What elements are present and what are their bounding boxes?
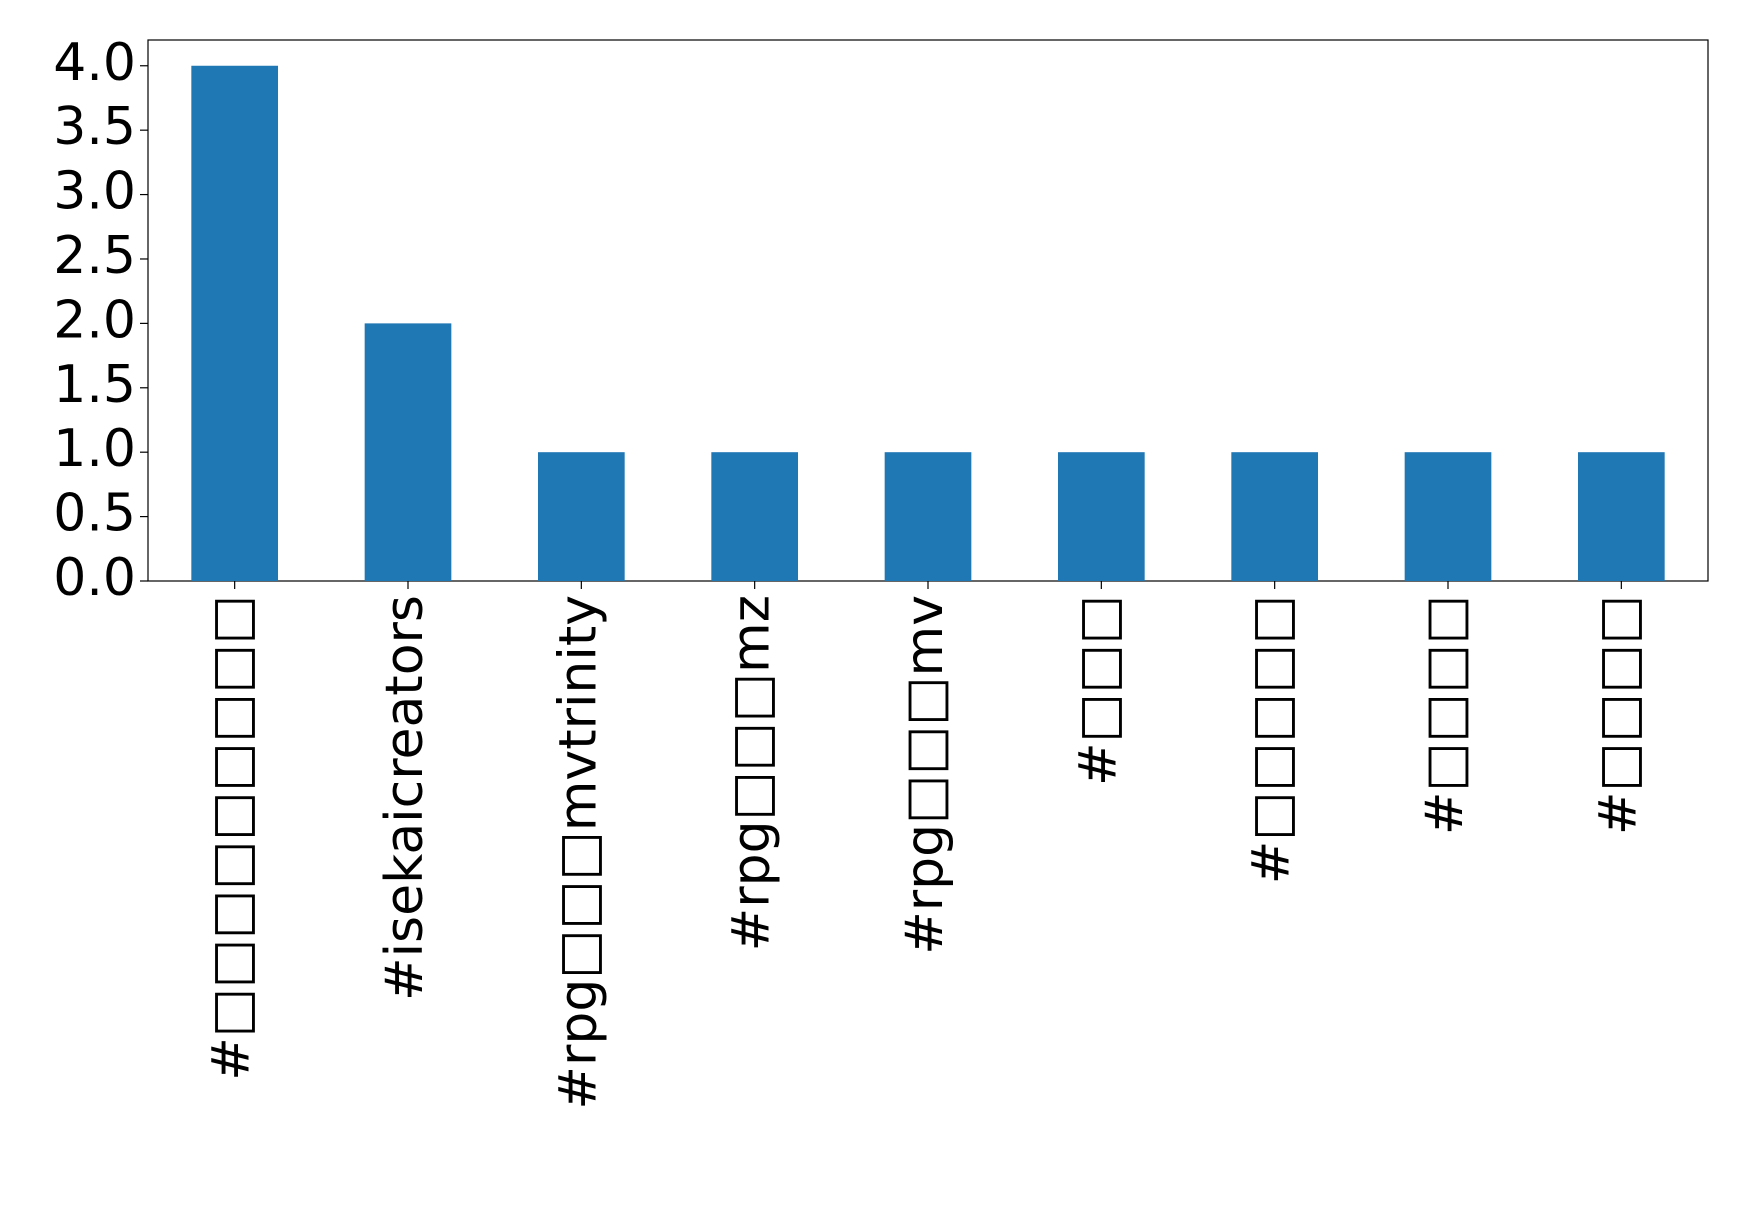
y-tick-label: 4.0: [53, 33, 136, 93]
x-tick-label: #isekaicreators: [375, 595, 435, 1001]
bar: [538, 452, 625, 581]
x-tick-label: #□□□□: [1588, 595, 1648, 835]
y-tick-label: 1.5: [53, 355, 136, 415]
y-tick-label: 0.5: [53, 484, 136, 544]
y-tick-label: 2.0: [53, 290, 136, 350]
bar: [1058, 452, 1145, 581]
x-tick-label: #□□□□: [1415, 595, 1475, 835]
x-tick-label: #rpg□□□mz: [722, 595, 782, 951]
y-tick-label: 3.0: [53, 162, 136, 222]
x-tick-label: #□□□□□: [1242, 595, 1302, 884]
bar: [191, 65, 278, 581]
y-tick-label: 0.0: [53, 548, 136, 608]
y-tick-label: 3.5: [53, 97, 136, 157]
x-tick-label: #□□□□□□□□□: [202, 595, 262, 1081]
bar: [711, 452, 798, 581]
x-tick-label: #rpg□□□mv: [895, 595, 955, 955]
bar: [1231, 452, 1318, 581]
y-tick-label: 1.0: [53, 419, 136, 479]
x-tick-label: #rpg□□□mvtrinity: [548, 595, 608, 1110]
bar: [1578, 452, 1665, 581]
bar: [884, 452, 972, 581]
bar: [364, 323, 452, 581]
y-tick-label: 2.5: [53, 226, 136, 286]
x-tick-label: #□□□: [1068, 595, 1128, 786]
bar: [1404, 452, 1492, 581]
